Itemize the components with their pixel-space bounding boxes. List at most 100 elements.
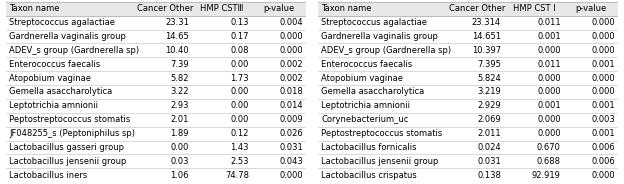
- Text: Streptococcus agalactiae: Streptococcus agalactiae: [321, 18, 427, 27]
- Bar: [6, 85, 306, 99]
- Text: 0.006: 0.006: [591, 143, 615, 152]
- Text: 0.00: 0.00: [170, 143, 189, 152]
- Bar: [318, 168, 618, 182]
- Text: 0.000: 0.000: [279, 171, 303, 180]
- Text: Peptostreptococcus stomatis: Peptostreptococcus stomatis: [9, 115, 130, 124]
- Text: 2.01: 2.01: [170, 115, 189, 124]
- Text: Taxon name: Taxon name: [321, 4, 372, 13]
- Text: Leptotrichia amnionii: Leptotrichia amnionii: [321, 101, 410, 110]
- Text: Corynebacterium_uc: Corynebacterium_uc: [321, 115, 409, 124]
- Bar: [6, 168, 306, 182]
- Text: 2.53: 2.53: [230, 157, 249, 166]
- Bar: [318, 30, 618, 43]
- Text: ADEV_s group (Gardnerella sp): ADEV_s group (Gardnerella sp): [321, 46, 451, 55]
- Text: 0.009: 0.009: [279, 115, 303, 124]
- Text: Taxon name: Taxon name: [9, 4, 60, 13]
- Text: 0.13: 0.13: [230, 18, 249, 27]
- Text: Lactobacillus jensenii group: Lactobacillus jensenii group: [321, 157, 439, 166]
- Text: 0.000: 0.000: [537, 46, 561, 55]
- Bar: [318, 85, 618, 99]
- Bar: [318, 16, 618, 30]
- Bar: [6, 154, 306, 168]
- Text: ADEV_s group (Gardnerella sp): ADEV_s group (Gardnerella sp): [9, 46, 139, 55]
- Text: Cancer Other: Cancer Other: [137, 4, 193, 13]
- Text: 0.002: 0.002: [279, 74, 303, 83]
- Text: 0.043: 0.043: [279, 157, 303, 166]
- Bar: [318, 141, 618, 154]
- Text: 0.000: 0.000: [537, 88, 561, 96]
- Text: 0.000: 0.000: [537, 129, 561, 138]
- Text: Gemella asaccharolytica: Gemella asaccharolytica: [321, 88, 424, 96]
- Text: Gardnerella vaginalis group: Gardnerella vaginalis group: [9, 32, 126, 41]
- Text: p-value: p-value: [263, 4, 295, 13]
- Text: 0.011: 0.011: [537, 18, 561, 27]
- Text: 0.001: 0.001: [537, 32, 561, 41]
- Text: Lactobacillus fornicalis: Lactobacillus fornicalis: [321, 143, 417, 152]
- Text: 0.00: 0.00: [230, 88, 249, 96]
- Text: 3.22: 3.22: [170, 88, 189, 96]
- Text: 1.43: 1.43: [230, 143, 249, 152]
- Text: 0.003: 0.003: [591, 115, 615, 124]
- Text: 0.000: 0.000: [537, 115, 561, 124]
- Text: 0.00: 0.00: [230, 60, 249, 69]
- Text: 0.031: 0.031: [477, 157, 501, 166]
- Text: 0.024: 0.024: [477, 143, 501, 152]
- Bar: [6, 2, 306, 16]
- Text: 0.000: 0.000: [279, 32, 303, 41]
- Text: 0.670: 0.670: [537, 143, 561, 152]
- Text: 7.39: 7.39: [170, 60, 189, 69]
- Text: Leptotrichia amnionii: Leptotrichia amnionii: [9, 101, 98, 110]
- Bar: [318, 43, 618, 57]
- Text: 0.031: 0.031: [279, 143, 303, 152]
- Text: Cancer Other: Cancer Other: [449, 4, 505, 13]
- Text: 0.12: 0.12: [230, 129, 249, 138]
- Text: 0.00: 0.00: [230, 101, 249, 110]
- Text: Lactobacillus crispatus: Lactobacillus crispatus: [321, 171, 417, 180]
- Text: Lactobacillus jensenii group: Lactobacillus jensenii group: [9, 157, 127, 166]
- Text: p-value: p-value: [575, 4, 607, 13]
- Text: 0.000: 0.000: [279, 46, 303, 55]
- Text: 3.219: 3.219: [477, 88, 501, 96]
- Text: 10.397: 10.397: [472, 46, 501, 55]
- Text: 0.001: 0.001: [537, 101, 561, 110]
- Text: 0.000: 0.000: [591, 88, 615, 96]
- Text: 0.026: 0.026: [279, 129, 303, 138]
- Bar: [6, 113, 306, 127]
- Bar: [6, 71, 306, 85]
- Bar: [318, 154, 618, 168]
- Text: 0.018: 0.018: [279, 88, 303, 96]
- Text: 0.000: 0.000: [591, 18, 615, 27]
- Text: 5.82: 5.82: [170, 74, 189, 83]
- Text: Atopobium vaginae: Atopobium vaginae: [9, 74, 91, 83]
- Text: Lactobacillus iners: Lactobacillus iners: [9, 171, 87, 180]
- Text: Enterococcus faecalis: Enterococcus faecalis: [9, 60, 100, 69]
- Text: 0.17: 0.17: [230, 32, 249, 41]
- Text: 0.000: 0.000: [591, 74, 615, 83]
- Bar: [318, 71, 618, 85]
- Text: 0.00: 0.00: [230, 115, 249, 124]
- Bar: [6, 127, 306, 141]
- Text: Gemella asaccharolytica: Gemella asaccharolytica: [9, 88, 112, 96]
- Text: 0.138: 0.138: [477, 171, 501, 180]
- Text: 0.000: 0.000: [591, 32, 615, 41]
- Text: 0.014: 0.014: [279, 101, 303, 110]
- Bar: [318, 113, 618, 127]
- Text: 0.002: 0.002: [279, 60, 303, 69]
- Text: HMP CSTⅢ: HMP CSTⅢ: [200, 4, 243, 13]
- Text: 74.78: 74.78: [225, 171, 249, 180]
- Text: 0.001: 0.001: [591, 60, 615, 69]
- Text: 14.65: 14.65: [165, 32, 189, 41]
- Text: 0.03: 0.03: [170, 157, 189, 166]
- Text: 0.001: 0.001: [591, 129, 615, 138]
- Bar: [6, 99, 306, 113]
- Bar: [6, 16, 306, 30]
- Bar: [318, 2, 618, 16]
- Bar: [318, 57, 618, 71]
- Bar: [6, 57, 306, 71]
- Text: Peptostreptococcus stomatis: Peptostreptococcus stomatis: [321, 129, 442, 138]
- Bar: [6, 43, 306, 57]
- Text: 1.06: 1.06: [170, 171, 189, 180]
- Text: 1.89: 1.89: [170, 129, 189, 138]
- Bar: [318, 99, 618, 113]
- Text: 0.001: 0.001: [591, 101, 615, 110]
